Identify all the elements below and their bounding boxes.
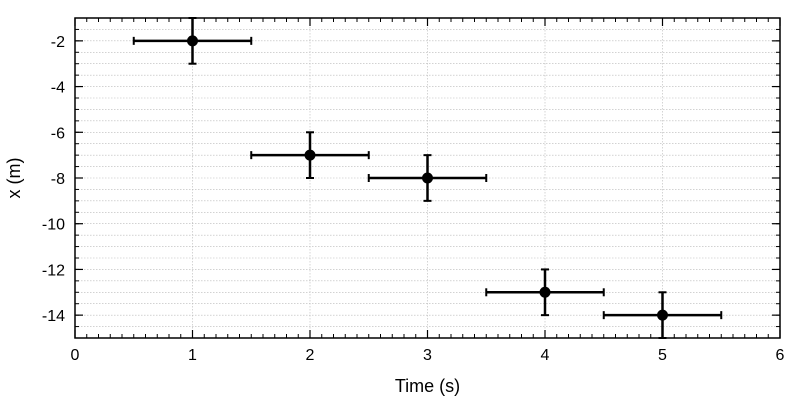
y-tick-labels: -2 -4 -6 -8 -10 -12 -14 (42, 34, 65, 325)
data-point (304, 149, 316, 161)
y-tick-label: -2 (51, 34, 65, 51)
data-point (539, 286, 551, 298)
y-tick-label: -10 (42, 217, 65, 234)
data-point (657, 309, 668, 321)
data-points (187, 35, 668, 321)
x-tick-label: 2 (306, 347, 315, 364)
data-point (187, 35, 198, 47)
x-tick-labels: 0 1 2 3 4 5 6 (71, 347, 785, 364)
data-point (422, 172, 433, 184)
x-tick-label: 0 (71, 347, 80, 364)
x-tick-label: 4 (541, 347, 550, 364)
y-tick-label: -4 (51, 80, 65, 97)
x-axis-label: Time (s) (395, 376, 460, 396)
x-tick-label: 3 (423, 347, 432, 364)
y-tick-label: -12 (42, 262, 65, 279)
y-tick-label: -14 (42, 308, 65, 325)
x-tick-label: 5 (658, 347, 667, 364)
y-tick-label: -8 (51, 171, 65, 188)
y-axis-label: x (m) (4, 158, 24, 199)
x-tick-label: 1 (188, 347, 197, 364)
plot-frame (74, 17, 781, 339)
y-tick-label: -6 (51, 125, 65, 142)
x-tick-label: 6 (776, 347, 785, 364)
